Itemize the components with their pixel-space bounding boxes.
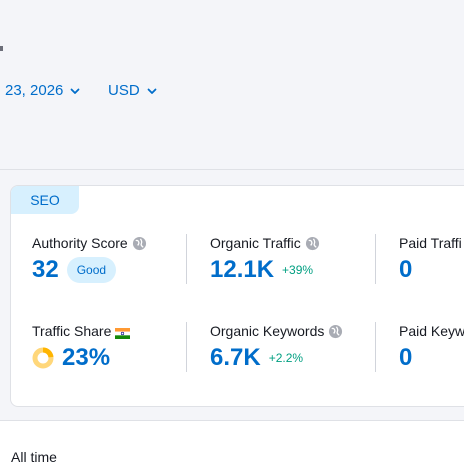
metric-value[interactable]: 32 [32,256,59,283]
header-edge-mark [0,46,3,51]
metric-value[interactable]: 0 [399,344,413,371]
metric-paid-keywords[interactable]: Paid Keyw 0 [399,323,464,372]
report-header: 23, 2026 USD [0,0,464,170]
globe-icon[interactable] [305,236,320,251]
traffic-share-donut-icon [32,347,54,369]
date-filter-dropdown[interactable]: 23, 2026 [5,82,81,99]
india-flag-icon [115,326,131,339]
metric-divider [186,322,187,372]
metric-organic-traffic[interactable]: Organic Traffic 12.1K +39% [210,235,320,284]
period-section: All time [0,420,464,464]
currency-filter-dropdown[interactable]: USD [108,82,158,99]
metric-paid-traffic[interactable]: Paid Traffi 0 [399,235,462,284]
metric-value[interactable]: 12.1K [210,256,275,283]
metric-label: Traffic Share [32,323,112,339]
metric-traffic-share[interactable]: Traffic Share 23% [32,323,131,372]
date-filter-label: 23, 2026 [5,82,64,99]
seo-tag: SEO [11,186,79,214]
chevron-down-icon [70,88,80,94]
metric-value[interactable]: 0 [399,256,413,283]
metric-divider [375,322,376,372]
metric-divider [375,234,376,284]
metric-divider [186,234,187,284]
metric-label: Paid Keyw [399,323,464,339]
currency-filter-label: USD [108,82,140,99]
metric-label: Paid Traffi [399,235,462,251]
metric-value[interactable]: 6.7K [210,344,261,371]
status-badge: Good [66,257,117,283]
metric-delta: +39% [282,263,314,277]
metric-label: Organic Keywords [210,323,325,339]
metric-organic-keywords[interactable]: Organic Keywords 6.7K +2.2% [210,323,343,372]
metric-label: Organic Traffic [210,235,301,251]
globe-icon[interactable] [328,324,343,339]
seo-overview-card: SEO Authority Score 32 Good Organic Traf… [10,185,464,407]
metric-value[interactable]: 23% [62,344,111,371]
metric-delta: +2.2% [268,351,304,365]
chevron-down-icon [147,88,157,94]
metric-label: Authority Score [32,235,128,251]
globe-icon[interactable] [132,236,147,251]
period-label: All time [11,449,57,464]
metric-authority-score[interactable]: Authority Score 32 Good [32,235,147,284]
